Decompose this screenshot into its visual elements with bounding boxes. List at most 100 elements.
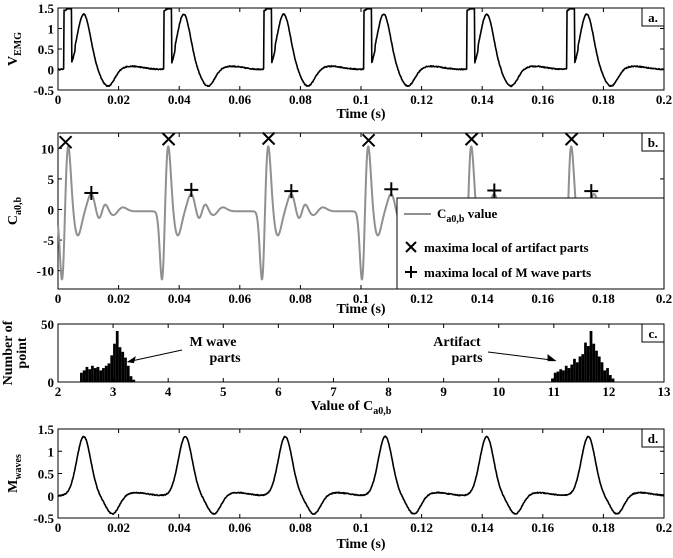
histogram-bar [104,365,108,382]
mwaves-series-line [57,435,665,516]
x-tick-label: 0 [55,92,62,107]
artifact-maximum-marker [361,133,376,148]
x-tick-label: 0.02 [107,92,130,107]
annotation-mwave-line1: M wave [189,335,236,350]
histogram-bar [586,346,590,382]
histogram-bar [570,364,574,382]
y-axis-label-d: Mwaves [6,454,24,493]
y-tick-label: -0.5 [33,511,54,526]
x-tick-label: 0.08 [289,520,312,535]
x-tick-label: 0.02 [107,520,130,535]
histogram-bar [581,354,585,382]
x-tick-label: 0.18 [592,520,615,535]
histogram-bar [589,330,593,382]
y-axis-label-d-sub: waves [13,454,24,480]
x-tick-label: 0.16 [531,92,554,107]
histogram-bar [562,370,565,382]
x-tick-label: 0.1 [353,291,369,306]
panel-c-axes: 2 3 4 5 6 7 8 9 10 11 12 13 0 50 [41,317,671,399]
histogram-bar [124,357,127,382]
x-tick-label: 9 [440,384,447,399]
histogram-bar [96,366,100,382]
legend-label-suffix: value [464,206,497,221]
panel-d-tag: d. [641,428,665,448]
y-tick-label: 1 [48,444,55,459]
x-tick-label: 0.14 [471,92,494,107]
panel-tag-label: d. [648,431,658,446]
x-tick-label: 0 [55,520,62,535]
mwave-maximum-marker [584,184,599,199]
x-tick-label: 12 [602,384,615,399]
histogram-bar [121,351,125,382]
histogram-bar [113,343,116,382]
x-axis-label-b: Time (s) [336,302,385,317]
x-tick-label: 0.16 [531,520,554,535]
x-tick-label: 0.06 [228,291,251,306]
panel-tag-label: a. [648,10,658,25]
x-tick-label: 0.08 [289,291,312,306]
artifact-maximum-marker [161,132,176,146]
histogram-bar [91,365,94,382]
histogram-bar [611,378,615,382]
marker-stroke [564,132,579,146]
x-tick-label: 13 [658,384,672,399]
panel-a-tag: a. [641,7,665,27]
x-axis-label-c-main: Value of C [311,399,374,414]
x-tick-label: 0.08 [289,92,312,107]
histogram-bar [608,375,612,382]
panel-b-tag: b. [641,132,665,152]
marker-stroke [464,132,479,146]
histogram-bar [110,355,114,382]
panel-d-axes: 0 0.02 0.04 0.06 0.08 0.1 0.12 0.14 0.16 0.18 0.2 -… [33,422,672,535]
y-tick-label: 10 [41,141,54,156]
mwave-maximum-marker [487,183,502,198]
y-tick-label: 1.5 [38,1,55,16]
legend: Ca0,b value maxima local of artifact part… [396,197,665,290]
histogram-bar [573,358,576,382]
y-axis-label-c-line2: point [15,337,30,368]
y-tick-label: 0 [48,375,55,390]
x-tick-label: 0.12 [410,520,433,535]
histogram-bar [82,370,86,382]
y-axis-label-b-sub: a0,b [13,196,24,215]
histogram-bar [132,379,136,382]
legend-label: maxima local of artifact parts [424,240,589,255]
marker-stroke [361,133,376,148]
y-axis-label-c: Number ofpoint [1,320,30,385]
histogram-bar [592,343,596,382]
annotation-arrow-head [547,354,557,362]
histogram-bar [115,330,119,382]
artifact-maximum-marker [464,132,479,146]
legend-label: maxima local of M wave parts [424,265,591,280]
x-tick-label: 0.2 [656,92,672,107]
histogram-bar [118,347,122,382]
y-tick-label: -0.5 [33,83,54,98]
panel-tag-box [641,7,665,27]
x-tick-label: 0.16 [531,291,554,306]
x-tick-label: 0.1 [353,92,369,107]
x-tick-label: 0.18 [592,291,615,306]
x-tick-label: 0.14 [471,520,494,535]
y-tick-label: -5 [43,233,54,248]
x-tick-label: 0.2 [656,291,672,306]
histogram-bar [606,368,609,382]
annotation-arrow-head [126,356,136,364]
marker-stroke [161,132,176,146]
panel-a-axes: 0 0.02 0.04 0.06 0.08 0.1 0.12 0.14 0.16 0.18 0.2 -… [33,1,672,107]
x-tick-label: 0.1 [353,520,369,535]
y-axis-label-b-main: C [6,215,21,225]
histogram-bars [80,330,615,382]
histogram-bar [600,362,604,382]
x-tick-label: 7 [330,384,337,399]
legend-label: Ca0,b value [437,206,498,225]
histogram-bar [553,372,557,382]
x-tick-label: 0.04 [168,291,191,306]
annotation-arrow-line [130,349,183,362]
x-axis-label-d: Time (s) [336,537,385,552]
artifact-maximum-marker [58,135,73,149]
x-tick-label: 0.04 [168,520,191,535]
annotation-artifact-line2: parts [451,351,483,366]
